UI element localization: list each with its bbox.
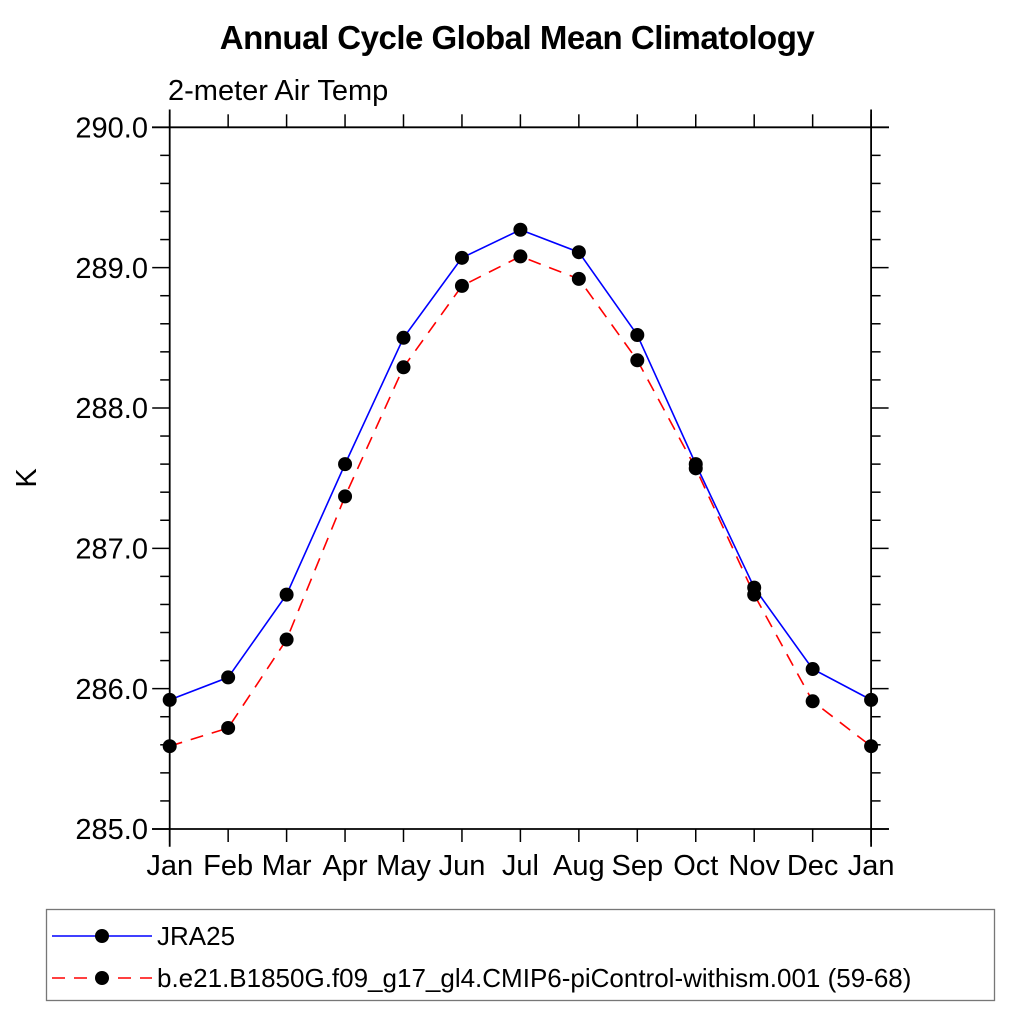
legend-label-jra25: JRA25 xyxy=(157,921,235,951)
model-line xyxy=(169,255,872,747)
data-point-marker xyxy=(279,632,294,647)
x-tick-label: Feb xyxy=(203,850,253,882)
legend-border xyxy=(45,908,996,1002)
x-tick-label: Nov xyxy=(728,850,780,882)
x-tick-label: Jul xyxy=(502,850,539,882)
x-tick-label: Dec xyxy=(787,850,839,882)
data-point-marker xyxy=(513,249,528,264)
x-tick-label: Oct xyxy=(673,850,718,882)
legend-marker-model xyxy=(95,971,109,985)
legend-entry-jra25: JRA25 xyxy=(52,921,235,951)
axis-ticks xyxy=(152,114,889,842)
data-point-marker xyxy=(571,271,586,286)
legend-entry-model: b.e21.B1850G.f09_g17_gl4.CMIP6-piControl… xyxy=(52,963,911,993)
legend-label-model: b.e21.B1850G.f09_g17_gl4.CMIP6-piControl… xyxy=(157,963,911,993)
data-point-marker xyxy=(805,662,820,677)
data-point-marker xyxy=(513,222,528,237)
data-point-marker xyxy=(162,692,177,707)
data-point-marker xyxy=(279,587,294,602)
y-tick-label: 288.0 xyxy=(75,393,148,425)
chart-title: Annual Cycle Global Mean Climatology xyxy=(220,19,816,56)
y-tick-label: 289.0 xyxy=(75,253,148,285)
y-tick-label: 290.0 xyxy=(75,112,148,144)
data-point-marker xyxy=(688,461,703,476)
legend-marker-jra25 xyxy=(95,929,109,943)
data-point-marker xyxy=(571,245,586,260)
x-tick-label: Aug xyxy=(553,850,605,882)
data-point-marker xyxy=(630,353,645,368)
data-point-marker xyxy=(162,739,177,754)
y-tick-label: 286.0 xyxy=(75,674,148,706)
data-point-marker xyxy=(338,489,353,504)
data-point-marker xyxy=(396,330,411,345)
x-tick-label: Jun xyxy=(439,850,486,882)
x-tick-label: Jan xyxy=(146,850,193,882)
x-tick-label: Mar xyxy=(262,850,312,882)
x-tick-label: Jan xyxy=(848,850,895,882)
data-point-marker xyxy=(396,360,411,375)
x-tick-label: Apr xyxy=(322,850,367,882)
data-series xyxy=(162,222,879,754)
data-point-marker xyxy=(747,587,762,602)
data-point-marker xyxy=(338,457,353,472)
data-point-marker xyxy=(221,670,236,685)
legend-box: JRA25 b.e21.B1850G.f09_g17_gl4.CMIP6-piC… xyxy=(45,908,996,1002)
data-point-marker xyxy=(864,739,879,754)
data-point-marker xyxy=(454,250,469,265)
axis-tick-labels: Jan Feb Mar Apr May Jun Jul Aug Sep Oct Nov Dec Jan 2… xyxy=(75,112,894,882)
data-point-marker xyxy=(630,328,645,343)
plot-frame xyxy=(152,109,889,847)
y-axis-label: K xyxy=(11,468,43,488)
data-point-marker xyxy=(454,278,469,293)
data-point-marker xyxy=(221,720,236,735)
chart-subtitle: 2-meter Air Temp xyxy=(168,75,388,107)
y-tick-label: 285.0 xyxy=(75,814,148,846)
data-point-marker xyxy=(805,694,820,709)
y-tick-label: 287.0 xyxy=(75,533,148,565)
x-tick-label: May xyxy=(376,850,431,882)
jra25-line xyxy=(169,228,872,701)
x-tick-label: Sep xyxy=(611,850,663,882)
data-point-marker xyxy=(864,692,879,707)
